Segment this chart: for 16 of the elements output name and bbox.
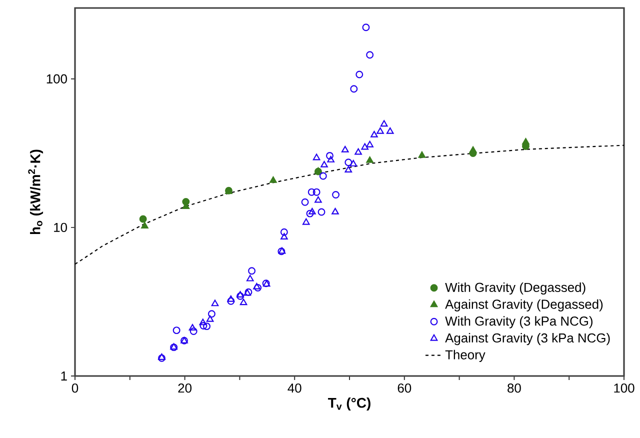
- x-tick-label: 60: [398, 383, 412, 393]
- x-tick-label: 0: [72, 383, 78, 393]
- y-tick-label: 1: [61, 372, 67, 380]
- legend-label: With Gravity (3 kPa NCG): [445, 316, 592, 328]
- y-tick-label: 100: [46, 74, 67, 84]
- x-tick-label: 40: [288, 383, 302, 393]
- legend-label: Theory: [445, 350, 486, 362]
- x-axis-title: T$_{v}$ (°C): [328, 398, 370, 411]
- legend-label: Against Gravity (Degassed): [445, 299, 603, 312]
- y-tick-label: 10: [54, 222, 67, 232]
- y-axis-title: h$_{o}$ (kW/m$^{2}$·K): [28, 150, 44, 234]
- legend-label: Against Gravity (3 kPa NCG): [445, 333, 610, 346]
- legend-label: With Gravity (Degassed): [445, 282, 586, 295]
- x-tick-label: 20: [178, 383, 192, 393]
- x-tick-label: 80: [508, 383, 521, 393]
- x-tick-label: 100: [614, 383, 634, 393]
